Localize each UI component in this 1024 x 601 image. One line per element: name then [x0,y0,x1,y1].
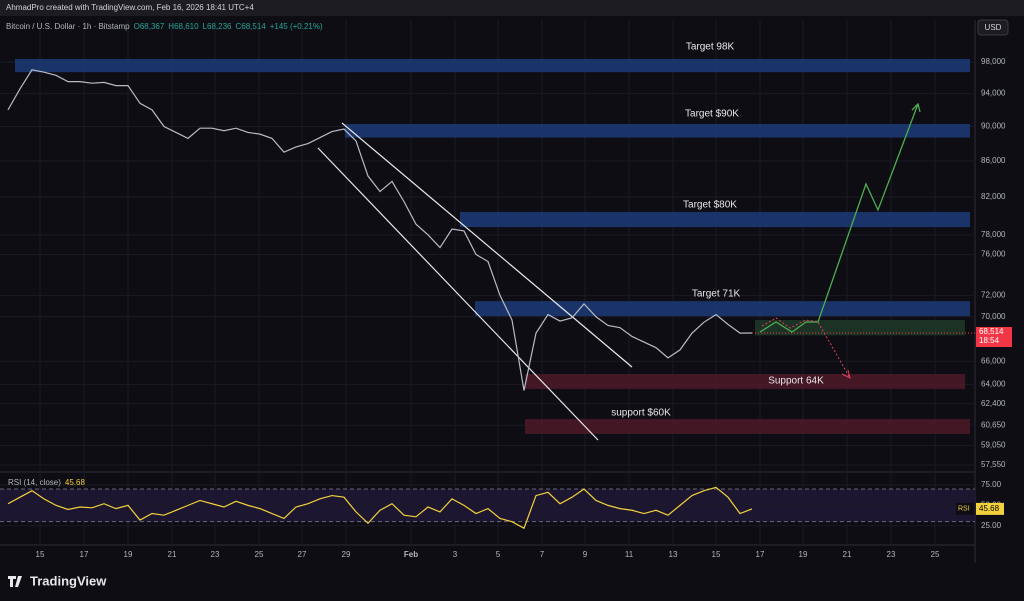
rsi-value: 45.68 [65,478,86,487]
currency-button[interactable] [977,19,1009,36]
zone [475,301,970,317]
projection-arrowhead [911,102,921,113]
logo-text: TradingView [30,573,107,588]
x-tick-label: 3 [453,550,458,559]
legend-item: Bitcoin / U.S. Dollar · 1h · Bitstamp [6,22,130,31]
x-tick-label: 17 [80,550,89,559]
rsi-tick-label: 25.00 [981,521,1002,530]
x-tick-label: 5 [496,550,501,559]
zone [525,419,970,434]
x-tick-label: 25 [255,550,264,559]
logo-mark [8,576,22,587]
y-tick-label: 98,000 [981,57,1006,66]
price-tag-countdown: 18:54 [979,336,1000,345]
footer [0,563,1024,601]
channel-upper [341,122,633,368]
zone [460,211,970,228]
x-tick-label: 17 [756,550,765,559]
zone [525,374,965,389]
y-tick-label: 90,000 [981,122,1006,131]
projection-down [761,317,851,379]
x-tick-label: 27 [298,550,307,559]
x-tick-label: 11 [625,550,634,559]
rsi-tag [976,502,1004,515]
legend-item: +145 (+0.21%) [270,22,323,31]
y-tick-label: 86,000 [981,156,1006,165]
x-tick-label: 19 [124,550,133,559]
price-tag-value: 68,514 [979,327,1004,336]
zone [15,58,970,73]
x-tick-label: 7 [540,550,545,559]
x-tick-label: 15 [36,550,45,559]
x-tick-label: 29 [342,550,351,559]
price-axis-bg [975,20,1024,563]
y-tick-label: 62,400 [981,399,1006,408]
y-tick-label: 57,550 [981,460,1006,469]
y-tick-label: 64,000 [981,380,1006,389]
credit: AhmadPro created with TradingView.com, F… [6,3,254,12]
rsi-tag-bg [956,502,974,515]
y-tick-label: 72,000 [981,291,1006,300]
zone-label: Support 64K [768,376,824,387]
channel-lower [317,147,599,441]
x-tick-label: 23 [211,550,220,559]
rsi-title: RSI (14, close) [8,478,61,487]
x-tick-label: 15 [712,550,721,559]
zone [345,124,970,138]
series-line [7,69,753,391]
legend-item: L68,236 [203,22,232,31]
y-tick-label: 66,000 [981,356,1006,365]
zone-label: Target 71K [692,289,741,300]
x-tick-label: 21 [843,550,852,559]
rsi-tag-name: RSI [958,506,970,513]
projection-down-arrowhead [841,369,851,379]
x-tick-label: 23 [887,550,896,559]
rsi-tick-label: 75.00 [981,480,1002,489]
y-tick-label: 94,000 [981,89,1006,98]
series-line [7,486,753,530]
y-tick-label: 76,000 [981,250,1006,259]
x-tick-label: 9 [583,550,588,559]
y-tick-label: 82,000 [981,192,1006,201]
header-bar [0,0,1024,16]
y-tick-label: 78,000 [981,230,1006,239]
zone-label: Target $90K [685,109,739,120]
zone-label: Target 98K [686,42,735,53]
legend-item: C68,514 [235,22,266,31]
rsi-tag-value: 45.68 [979,504,1000,513]
y-tick-label: 59,050 [981,441,1006,450]
x-tick-label: Feb [404,550,418,559]
currency[interactable]: USD [985,23,1002,32]
legend-item: H68,610 [168,22,199,31]
y-tick-label: 70,000 [981,312,1006,321]
x-tick-label: 13 [669,550,678,559]
zone-label: Target $80K [683,200,737,211]
legend-item: O68,367 [134,22,165,31]
zone [755,319,965,336]
x-tick-label: 19 [799,550,808,559]
price-tag [976,326,1012,347]
y-tick-label: 60,650 [981,420,1006,429]
x-tick-label: 25 [931,550,940,559]
projection-up [759,103,919,333]
x-tick-label: 21 [168,550,177,559]
zone-label: support $60K [611,408,671,419]
